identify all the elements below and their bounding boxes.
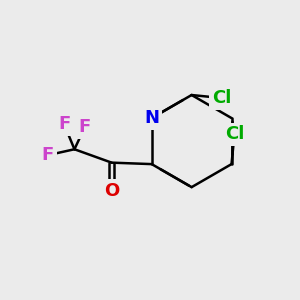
Text: Cl: Cl bbox=[212, 89, 231, 107]
Text: Cl: Cl bbox=[225, 125, 244, 143]
Text: N: N bbox=[144, 109, 159, 127]
Text: F: F bbox=[58, 115, 70, 133]
Text: F: F bbox=[79, 118, 91, 136]
Text: F: F bbox=[42, 146, 54, 164]
Text: O: O bbox=[104, 182, 119, 200]
